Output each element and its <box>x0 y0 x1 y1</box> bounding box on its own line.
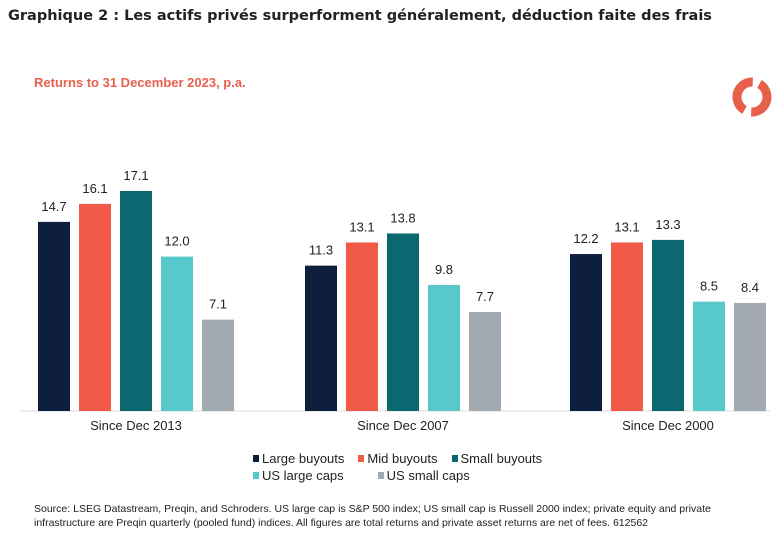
legend-item: US small caps <box>377 467 470 484</box>
bar <box>693 301 725 411</box>
data-label: 13.1 <box>614 219 639 234</box>
data-label: 8.5 <box>700 279 718 294</box>
bar <box>734 302 766 411</box>
category-label: Since Dec 2013 <box>90 418 182 433</box>
bar <box>346 242 378 411</box>
bar <box>38 221 70 411</box>
legend-item: Small buyouts <box>451 450 542 467</box>
bar <box>305 265 337 411</box>
source-note: Source: LSEG Datastream, Preqin, and Sch… <box>34 503 711 529</box>
bar <box>611 242 643 411</box>
data-label: 13.8 <box>390 210 415 225</box>
data-label: 9.8 <box>435 262 453 277</box>
bar <box>387 233 419 411</box>
bar <box>428 284 460 411</box>
data-label: 12.0 <box>164 234 189 249</box>
category-label: Since Dec 2000 <box>622 418 714 433</box>
data-label: 16.1 <box>82 181 107 196</box>
category-label: Since Dec 2007 <box>357 418 449 433</box>
bar <box>79 203 111 411</box>
page-title: Graphique 2 : Les actifs privés surperfo… <box>8 8 712 24</box>
data-label: 12.2 <box>573 231 598 246</box>
data-label: 14.7 <box>41 199 66 214</box>
data-label: 13.1 <box>349 219 374 234</box>
legend: Large buyouts Mid buyouts Small buyouts … <box>253 450 573 484</box>
bar <box>120 191 152 411</box>
data-label: 17.1 <box>123 168 148 183</box>
logo-icon <box>732 77 772 117</box>
bar <box>161 256 193 411</box>
data-label: 7.7 <box>476 289 494 304</box>
bar <box>652 239 684 411</box>
legend-item: Mid buyouts <box>358 450 438 467</box>
bar <box>202 319 234 411</box>
data-label: 13.3 <box>655 217 680 232</box>
bar <box>570 254 602 411</box>
legend-item: Large buyouts <box>253 450 344 467</box>
chart-subtitle: Returns to 31 December 2023, p.a. <box>34 75 246 90</box>
legend-item: US large caps <box>253 467 344 484</box>
data-label: 7.1 <box>209 297 227 312</box>
bar <box>469 311 501 411</box>
data-label: 11.3 <box>309 243 333 258</box>
data-label: 8.4 <box>741 280 759 295</box>
